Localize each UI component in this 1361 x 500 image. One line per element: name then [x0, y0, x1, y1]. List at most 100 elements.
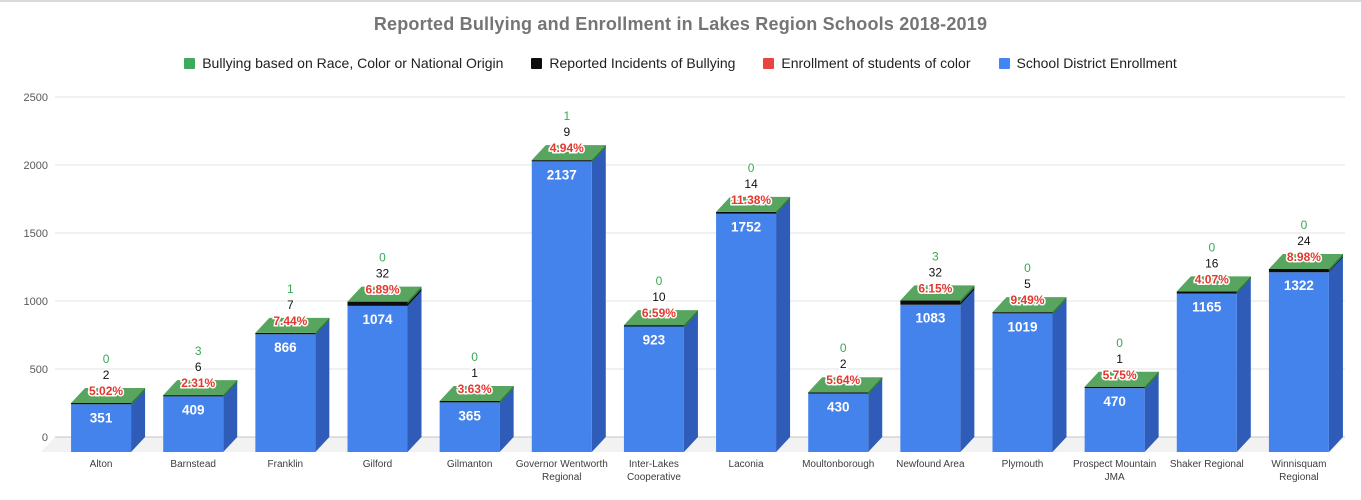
bar-side-face	[1236, 278, 1251, 452]
incidents-band-front	[1084, 386, 1145, 389]
bar-group-barnstead[interactable]: 3 6 2.31% 409	[163, 343, 238, 452]
label-pct-students-of-color: 8.98%	[1287, 250, 1321, 264]
label-enrollment: 1019	[1007, 319, 1037, 334]
legend-item-label: Enrollment of students of color	[781, 55, 971, 71]
bar-front-face	[439, 402, 500, 452]
label-bullying-race: 0	[1208, 240, 1215, 254]
bar-side-face	[1328, 257, 1343, 452]
bar-group-plymouth[interactable]: 0 5 9.49% 1019	[992, 260, 1067, 452]
label-incidents: 5	[1024, 277, 1031, 291]
legend-swatch-icon	[763, 57, 775, 69]
chart-legend: Bullying based on Race, Color or Nationa…	[0, 55, 1361, 71]
legend-swatch-icon	[184, 57, 196, 69]
green-cap-top-face	[71, 387, 146, 403]
y-tick-2500: 2500	[24, 92, 48, 104]
bar-front-face	[255, 334, 316, 452]
label-incidents: 1	[1116, 352, 1123, 366]
label-bullying-race: 0	[379, 251, 386, 265]
label-enrollment: 1322	[1284, 278, 1314, 293]
label-incidents: 24	[1297, 234, 1311, 248]
bar-group-alton[interactable]: 0 2 5.02% 351	[71, 350, 146, 452]
legend-swatch-icon	[998, 57, 1010, 69]
bar-group-laconia[interactable]: 0 14 11.38% 1752	[716, 159, 791, 452]
y-tick-1500: 1500	[24, 228, 48, 240]
bar-group-moultonborough[interactable]: 0 2 5.64% 430	[808, 340, 883, 452]
label-enrollment: 430	[827, 400, 850, 415]
green-cap-edge	[1144, 371, 1159, 390]
green-cap-top-face	[347, 286, 422, 302]
label-incidents: 32	[376, 267, 390, 281]
bar-front-face	[900, 304, 961, 452]
bar-group-newfound-area[interactable]: 3 32 6.15% 1083	[900, 248, 975, 452]
label-enrollment: 409	[182, 402, 205, 417]
green-cap-edge	[868, 377, 883, 395]
bar-side-face	[223, 381, 238, 452]
green-cap-top-face	[1176, 276, 1251, 292]
y-tick-0: 0	[42, 432, 48, 444]
green-cap-edge	[499, 386, 514, 404]
green-cap-edge	[407, 286, 422, 305]
incidents-band-front	[623, 325, 684, 327]
label-pct-students-of-color: 5.75%	[1103, 368, 1137, 382]
label-enrollment: 923	[643, 332, 666, 347]
label-incidents: 9	[563, 125, 570, 139]
label-pct-students-of-color: 5.02%	[89, 384, 123, 398]
green-cap-edge	[776, 196, 791, 215]
bar-group-franklin[interactable]: 1 7 7.44% 866	[255, 280, 330, 452]
bar-side-face	[1052, 298, 1067, 452]
bar-side-face	[591, 146, 606, 453]
legend-item-3[interactable]: Enrollment of students of color	[763, 55, 971, 71]
bar-group-shaker-regional[interactable]: 0 16 4.07% 1165	[1176, 239, 1251, 452]
legend-item-2[interactable]: Reported Incidents of Bullying	[531, 55, 735, 71]
incidents-band-front	[808, 392, 869, 394]
bar-front-face	[992, 313, 1053, 452]
green-cap-edge	[591, 145, 606, 163]
bar-front-face	[716, 213, 777, 452]
bar-front-face	[623, 326, 684, 452]
bar-side-face	[131, 389, 146, 452]
green-cap-edge	[960, 285, 975, 303]
label-incidents: 10	[652, 290, 666, 304]
bar-front-face	[1084, 388, 1145, 452]
legend-item-4[interactable]: School District Enrollment	[998, 55, 1177, 71]
label-pct-students-of-color: 6.15%	[918, 281, 952, 295]
label-enrollment: 470	[1103, 394, 1126, 409]
label-bullying-race: 0	[471, 350, 478, 364]
bar-group-inter-lakes-cooperative[interactable]: 0 10 6.59% 923	[623, 273, 698, 452]
label-pct-students-of-color: 2.31%	[181, 376, 215, 390]
bar-side-face	[499, 387, 514, 452]
green-cap-edge	[1236, 276, 1251, 294]
label-incidents: 16	[1205, 256, 1219, 270]
label-pct-students-of-color: 6.89%	[365, 283, 399, 297]
green-cap-edge	[223, 380, 238, 398]
green-cap-edge	[1052, 297, 1067, 315]
bar-group-prospect-mountain-jma[interactable]: 0 1 5.75% 470	[1084, 334, 1159, 452]
bar-side-face	[868, 378, 883, 452]
bar-front-face	[347, 305, 408, 452]
label-enrollment: 1074	[362, 312, 393, 327]
label-bullying-race: 0	[1116, 336, 1123, 350]
bar-side-face	[776, 198, 791, 452]
bar-front-face	[531, 161, 592, 453]
label-pct-students-of-color: 4.07%	[1195, 272, 1229, 286]
bar-group-winnisquam-regional[interactable]: 0 24 8.98% 1322	[1268, 216, 1343, 452]
bar-side-face	[960, 289, 975, 452]
label-bullying-race: 0	[1024, 261, 1031, 275]
green-cap-top-face	[163, 380, 238, 396]
label-bullying-race: 0	[748, 161, 755, 175]
label-bullying-race: 3	[195, 344, 202, 358]
legend-item-1[interactable]: Bullying based on Race, Color or Nationa…	[184, 55, 503, 71]
incidents-band-front	[1268, 268, 1329, 273]
page-top-divider	[0, 0, 1361, 2]
bar-group-gilmanton[interactable]: 0 1 3.63% 365	[439, 349, 514, 452]
bar-group-gilford[interactable]: 0 32 6.89% 1074	[347, 249, 422, 452]
legend-swatch-icon	[531, 57, 543, 69]
legend-item-label: School District Enrollment	[1016, 55, 1177, 71]
incidents-band-front	[255, 332, 316, 335]
green-cap-edge	[683, 310, 698, 328]
green-cap-top-face	[992, 297, 1067, 313]
bar-group-governor-wentworth-regional[interactable]: 1 9 4.94% 2137	[531, 108, 606, 453]
label-pct-students-of-color: 6.59%	[642, 306, 676, 320]
